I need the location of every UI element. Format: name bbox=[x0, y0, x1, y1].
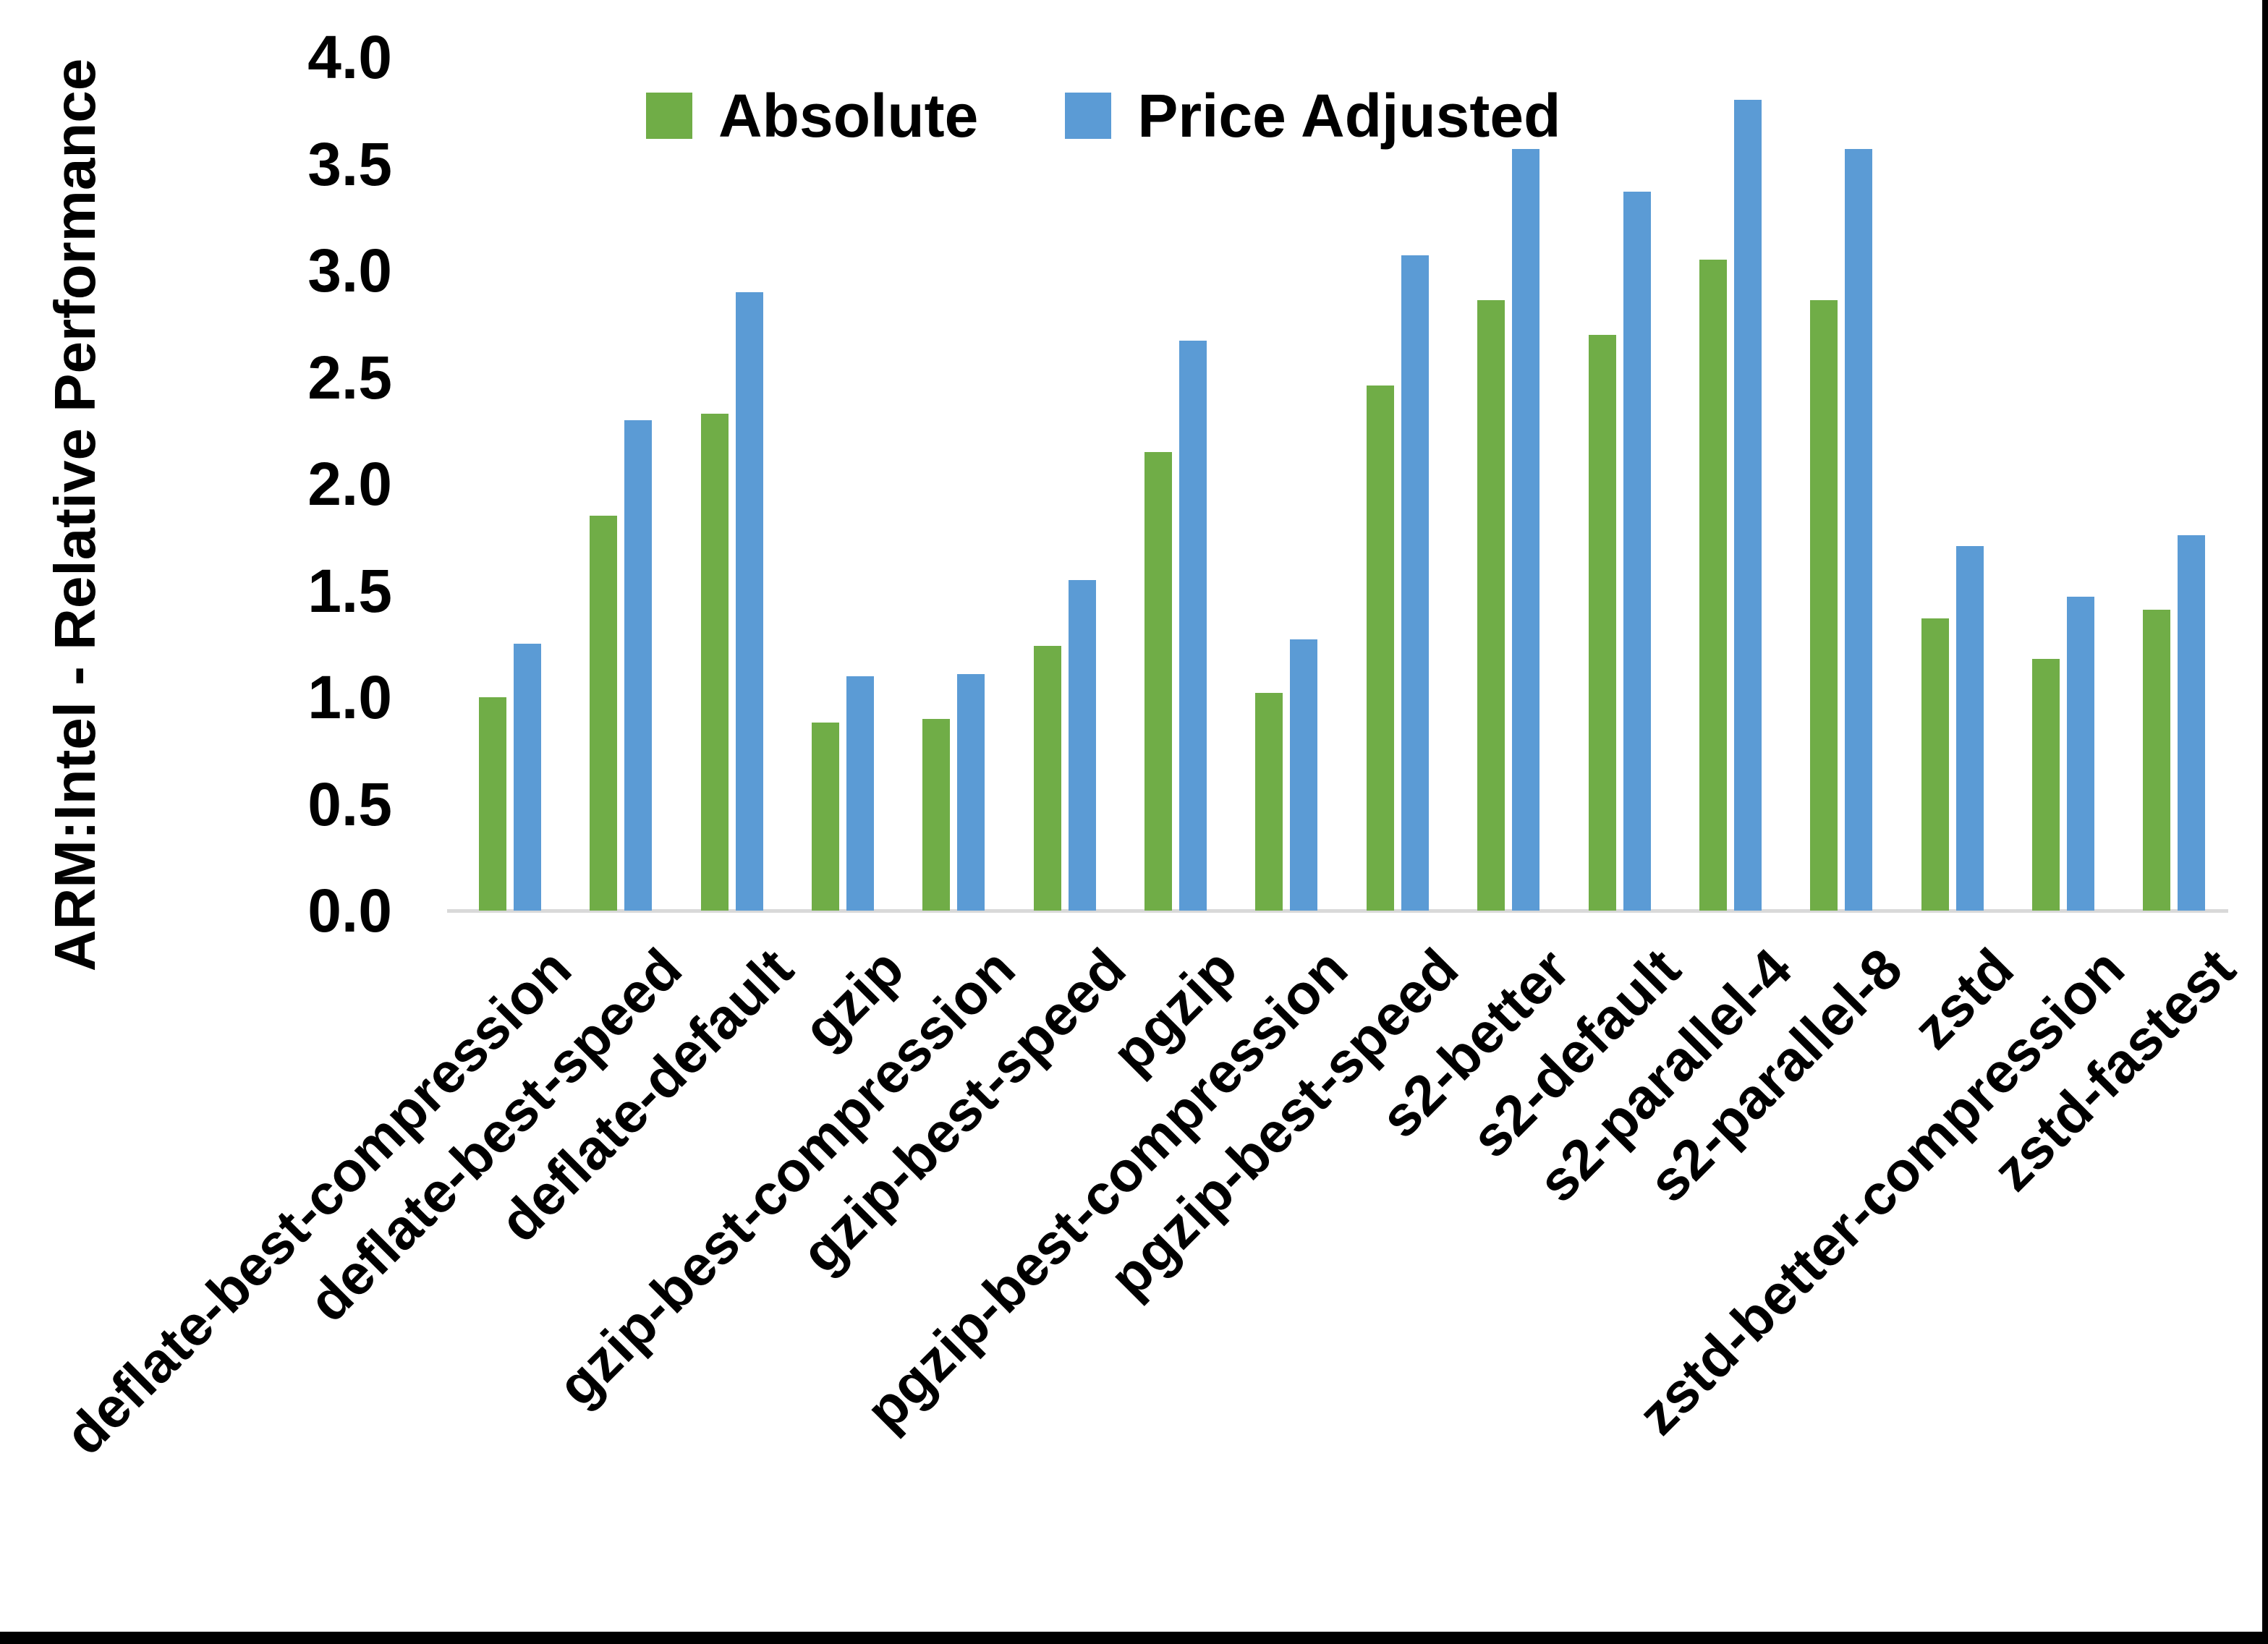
bar-absolute bbox=[1033, 646, 1061, 911]
legend-swatch-price-adjusted-icon bbox=[1065, 93, 1112, 139]
bar-absolute bbox=[1699, 260, 1727, 911]
bar-absolute bbox=[812, 723, 840, 911]
y-tick-label: 0.5 bbox=[307, 770, 392, 838]
bar-price-adjusted bbox=[957, 673, 985, 911]
y-tick-label: 2.0 bbox=[307, 450, 392, 518]
legend-entry-price-adjusted: Price Adjusted bbox=[1065, 85, 1560, 146]
y-tick-label: 3.0 bbox=[307, 237, 392, 304]
y-tick-label: 4.0 bbox=[307, 23, 392, 91]
y-tick-label: 1.0 bbox=[307, 663, 392, 731]
bar-absolute bbox=[590, 516, 618, 911]
legend-label-price-adjusted: Price Adjusted bbox=[1137, 82, 1561, 150]
bar-absolute bbox=[922, 718, 951, 911]
bar-absolute bbox=[1255, 693, 1283, 911]
bar-price-adjusted bbox=[514, 644, 541, 911]
bar-price-adjusted bbox=[846, 676, 875, 911]
bar-absolute bbox=[479, 697, 506, 911]
bar-absolute bbox=[2031, 658, 2060, 911]
bar-absolute bbox=[1921, 618, 1949, 911]
bar-price-adjusted bbox=[624, 419, 653, 911]
bar-absolute bbox=[1477, 300, 1505, 911]
legend-swatch-absolute-icon bbox=[646, 93, 692, 139]
bar-absolute bbox=[2143, 610, 2171, 911]
bar-price-adjusted bbox=[1179, 341, 1207, 911]
bar-price-adjusted bbox=[735, 291, 763, 911]
bar-price-adjusted bbox=[1955, 545, 1984, 911]
y-tick-label: 2.5 bbox=[307, 343, 392, 412]
bar-price-adjusted bbox=[1512, 148, 1540, 911]
bar-price-adjusted bbox=[2178, 534, 2206, 911]
bar-price-adjusted bbox=[1623, 191, 1651, 911]
frame-border-right bbox=[2262, 0, 2268, 1644]
bar-absolute bbox=[1144, 451, 1173, 911]
bar-price-adjusted bbox=[2066, 597, 2094, 911]
bar-absolute bbox=[1366, 386, 1394, 911]
y-axis-title: ARM:Intel - Relative Performance bbox=[43, 58, 107, 972]
bar-price-adjusted bbox=[1401, 255, 1429, 911]
y-tick-label: 1.5 bbox=[307, 556, 392, 625]
bar-absolute bbox=[1588, 334, 1616, 911]
y-tick-label: 3.5 bbox=[307, 129, 392, 198]
bar-price-adjusted bbox=[1290, 639, 1318, 911]
x-axis-line bbox=[447, 909, 2228, 913]
y-tick-label: 0.0 bbox=[307, 877, 392, 945]
bar-absolute bbox=[1810, 300, 1838, 911]
bar-price-adjusted bbox=[1845, 148, 1873, 911]
frame-border-bottom bbox=[0, 1632, 2268, 1644]
legend: Absolute Price Adjusted bbox=[646, 85, 1560, 146]
legend-label-absolute: Absolute bbox=[718, 82, 979, 150]
bar-price-adjusted bbox=[1068, 579, 1096, 911]
bar-price-adjusted bbox=[1733, 100, 1762, 911]
legend-entry-absolute: Absolute bbox=[646, 85, 978, 146]
bar-absolute bbox=[700, 413, 729, 911]
